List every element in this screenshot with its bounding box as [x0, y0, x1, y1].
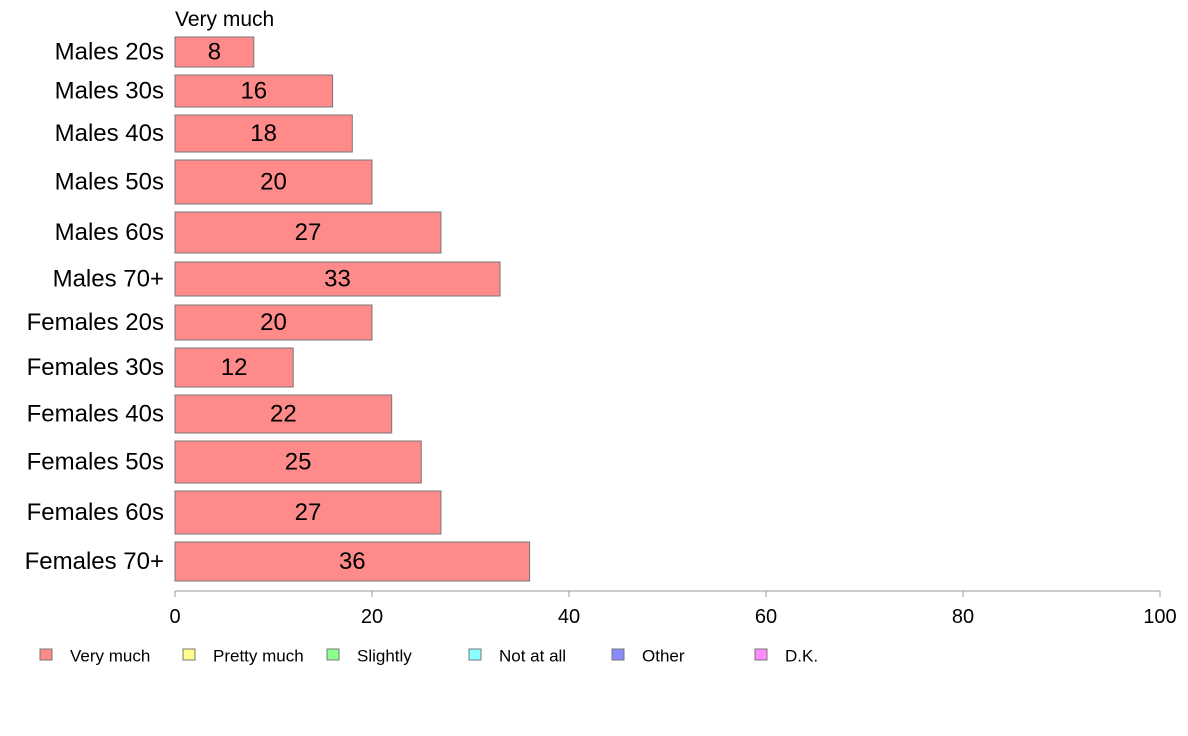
legend-swatch: [326, 648, 340, 661]
bar: [174, 490, 442, 535]
legend-label: Not at all: [499, 647, 566, 666]
bar: [174, 74, 334, 108]
bar-value-label: 25: [285, 449, 312, 476]
bar-value-label: 20: [260, 169, 287, 196]
category-label: Females 50s: [27, 449, 164, 476]
bar-value-label: 36: [339, 548, 366, 575]
bar-value-label: 16: [240, 78, 267, 105]
legend-swatch: [182, 648, 196, 661]
category-label: Males 70+: [53, 266, 164, 293]
bar-value-label: 18: [250, 120, 277, 147]
category-label: Females 70+: [25, 548, 164, 575]
bar: [174, 347, 294, 388]
x-tick-label: 80: [952, 606, 974, 628]
bar-value-label: 27: [295, 499, 322, 526]
x-tick-label: 100: [1143, 606, 1176, 628]
legend-label: D.K.: [785, 647, 818, 666]
category-label: Females 60s: [27, 499, 164, 526]
x-axis: 0 20 40 60 80 100: [169, 590, 1177, 628]
bar-value-label: 22: [270, 401, 297, 428]
category-label: Males 30s: [55, 78, 164, 105]
bar: [174, 114, 353, 153]
legend-label: Pretty much: [213, 647, 304, 666]
category-label: Males 60s: [55, 219, 164, 246]
legend-label: Other: [642, 647, 685, 666]
category-labels: Males 20s Males 30s Males 40s Males 50s Male…: [25, 39, 164, 576]
legend-swatch: [754, 648, 768, 661]
category-label: Females 20s: [27, 309, 164, 336]
series-header: Very much: [175, 8, 274, 31]
bar: [174, 440, 422, 484]
category-label: Males 20s: [55, 39, 164, 66]
bar-value-label: 20: [260, 309, 287, 336]
bar-value-label: 33: [324, 266, 351, 293]
legend-swatch: [468, 648, 482, 661]
bar: [174, 541, 531, 582]
bar: [174, 36, 255, 68]
bar-value-label: 27: [295, 219, 322, 246]
bar-value-label: 8: [208, 39, 221, 66]
legend: Very much Pretty much Slightly Not at all Ot…: [39, 647, 818, 666]
x-tick-label: 20: [361, 606, 383, 628]
bar: [174, 261, 501, 297]
bar: [174, 211, 442, 254]
x-tick-label: 60: [755, 606, 777, 628]
bar: [174, 304, 373, 341]
legend-swatch: [611, 648, 625, 661]
bar-value-label: 12: [221, 354, 248, 381]
legend-label: Very much: [70, 647, 150, 666]
legend-swatch: [39, 648, 53, 661]
category-label: Males 40s: [55, 120, 164, 147]
x-tick-label: 0: [169, 606, 180, 628]
category-label: Females 30s: [27, 354, 164, 381]
legend-label: Slightly: [357, 647, 412, 666]
bar: [174, 394, 393, 434]
bar: [174, 159, 373, 205]
category-label: Females 40s: [27, 401, 164, 428]
bars: [174, 36, 531, 582]
x-tick-label: 40: [558, 606, 580, 628]
category-label: Males 50s: [55, 169, 164, 196]
